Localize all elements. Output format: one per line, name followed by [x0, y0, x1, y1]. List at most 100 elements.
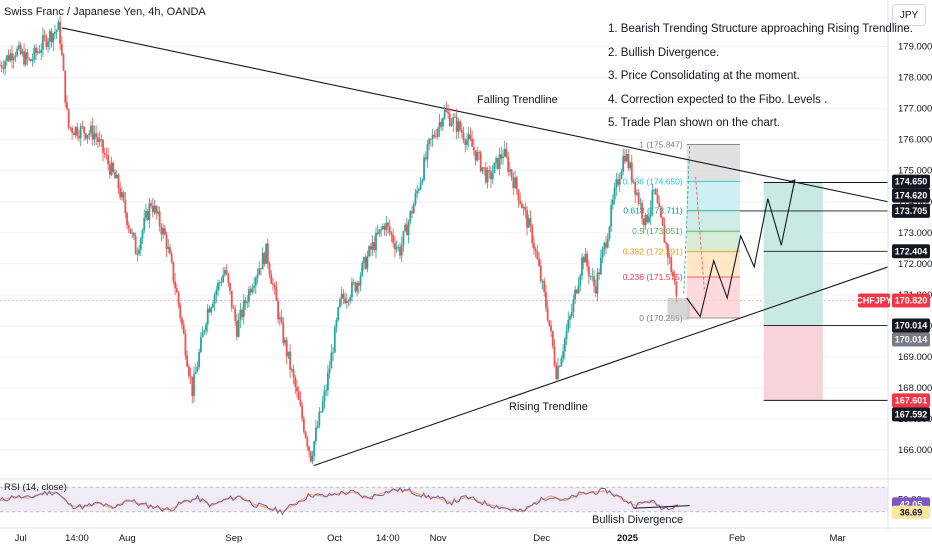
- candle-body: [665, 242, 668, 245]
- candle-body: [416, 190, 419, 194]
- candle-body: [9, 53, 12, 61]
- candle-body: [440, 121, 443, 127]
- candle-body: [411, 211, 413, 214]
- candle-body: [105, 154, 108, 156]
- candle-body: [76, 126, 79, 137]
- candle-body: [452, 117, 455, 124]
- candle-body: [356, 282, 358, 292]
- candle-body: [472, 146, 475, 151]
- candle-body: [115, 174, 118, 179]
- price-label-bg: [892, 174, 930, 189]
- candle-body: [256, 274, 259, 278]
- candle-body: [502, 156, 504, 159]
- candle-body: [67, 109, 70, 128]
- candle-body: [314, 428, 317, 442]
- candle-body: [603, 242, 606, 250]
- candle-body: [253, 285, 255, 288]
- candle-body: [548, 320, 551, 326]
- candle-body: [596, 272, 599, 294]
- candle-body: [536, 251, 539, 260]
- candle-body: [308, 446, 310, 452]
- candle-body: [666, 244, 669, 258]
- time-axis[interactable]: Jul 14:00 Aug Sep Oct 14:00 Nov Dec 2025 Feb Mar: [0, 527, 932, 544]
- candle-body: [534, 248, 537, 252]
- projected-path[interactable]: [683, 145, 796, 318]
- candle-body: [624, 155, 626, 162]
- candle-body: [16, 48, 19, 56]
- candle-body: [131, 232, 134, 234]
- candle-body: [170, 253, 173, 262]
- candle-body: [491, 173, 494, 180]
- candle-body: [366, 256, 369, 269]
- candle-body: [462, 132, 465, 141]
- candle-body: [74, 126, 77, 135]
- candle-body: [181, 317, 183, 325]
- candle-body: [388, 226, 391, 233]
- candle-body: [653, 189, 656, 191]
- price-label: 170.014: [895, 320, 928, 330]
- trendlines[interactable]: [62, 27, 889, 467]
- candle-body: [155, 205, 158, 214]
- candle-body: [351, 282, 353, 298]
- fib-zone: [686, 144, 740, 182]
- candle-body: [651, 190, 654, 209]
- candle-body: [213, 295, 216, 305]
- candle-body: [275, 287, 278, 302]
- candle-body: [409, 211, 412, 222]
- candle-body: [189, 375, 192, 377]
- candle-body: [260, 268, 262, 270]
- candle-body: [208, 308, 211, 313]
- candle-body: [306, 437, 309, 447]
- rsi-pane[interactable]: RSI (14, close): [0, 478, 932, 516]
- candle-body: [515, 177, 518, 190]
- trade-plan[interactable]: [740, 182, 888, 401]
- fib-level-label: 0.5 (173.051): [632, 226, 683, 236]
- candle-body: [567, 319, 570, 331]
- candle-body: [594, 286, 597, 294]
- candle-body: [103, 152, 106, 155]
- candle-body: [637, 192, 640, 204]
- rsi-value-bg: [892, 505, 930, 519]
- candle-body: [217, 282, 219, 291]
- candle-body: [136, 253, 139, 255]
- candle-body: [284, 339, 286, 344]
- currency-button[interactable]: JPY: [892, 4, 926, 26]
- projected-path-line: [686, 179, 796, 318]
- candle-body: [323, 391, 326, 402]
- candle-body: [69, 127, 72, 129]
- candle-body: [337, 307, 340, 320]
- profit-zone: [763, 182, 823, 326]
- candle-body: [60, 43, 63, 55]
- price-label-bg: [892, 318, 930, 333]
- trendline: [62, 27, 889, 203]
- candle-body: [241, 309, 243, 318]
- candle-body: [26, 52, 29, 59]
- candle-body: [649, 208, 652, 217]
- candle-body: [339, 298, 341, 308]
- candle-body: [244, 300, 247, 304]
- fibonacci-retracement[interactable]: 1 (175.847) 0.786 (174.650) 0.618 (173.711…: [623, 139, 740, 323]
- candle-body: [4, 61, 7, 69]
- candle-body: [335, 319, 338, 328]
- candle-body: [91, 125, 94, 140]
- candle-body: [562, 351, 565, 359]
- fib-zone: [686, 231, 740, 252]
- consolidation-box: [667, 297, 690, 320]
- candle-body: [467, 134, 470, 140]
- candle-body: [218, 282, 221, 284]
- candle-body: [673, 276, 676, 282]
- candle-body: [608, 226, 611, 239]
- candle-body: [211, 304, 214, 308]
- candle-body: [507, 156, 510, 172]
- candle-body: [318, 411, 321, 427]
- candle-body: [225, 270, 228, 274]
- candle-body: [526, 210, 528, 228]
- candle-body: [543, 280, 546, 293]
- candle-body: [538, 259, 540, 266]
- candle-body: [33, 47, 36, 60]
- candle-body: [325, 389, 328, 392]
- candle-body: [345, 300, 348, 304]
- candle-body: [376, 232, 379, 234]
